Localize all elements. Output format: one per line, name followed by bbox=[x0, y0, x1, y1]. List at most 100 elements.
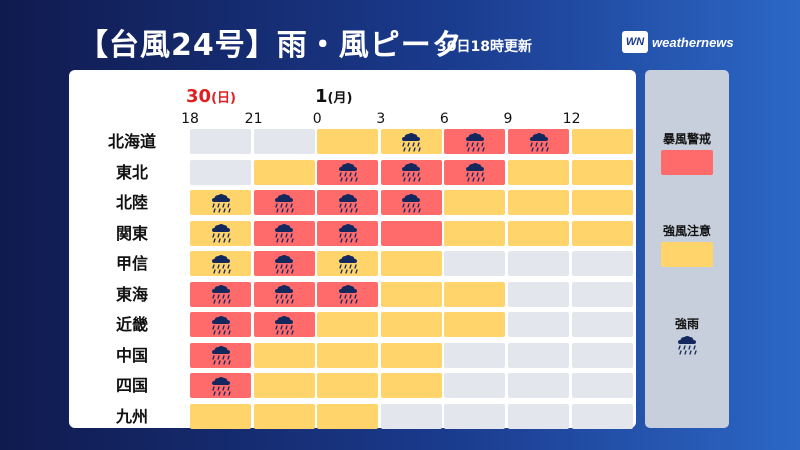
forecast-cell bbox=[508, 159, 569, 185]
forecast-cell bbox=[253, 129, 315, 154]
forecast-cell bbox=[380, 159, 442, 185]
forecast-cell bbox=[571, 312, 633, 337]
heavy-rain-icon bbox=[272, 314, 296, 336]
forecast-cell bbox=[317, 342, 379, 368]
day-number: 30 bbox=[186, 86, 212, 107]
forecast-cell bbox=[317, 281, 379, 307]
forecast-cell bbox=[508, 342, 569, 368]
forecast-cell bbox=[571, 220, 633, 246]
forecast-cell bbox=[190, 342, 251, 368]
heavy-rain-icon bbox=[272, 192, 296, 214]
heavy-rain-icon bbox=[272, 222, 296, 244]
heavy-rain-icon bbox=[399, 161, 423, 183]
heavy-rain-icon bbox=[209, 344, 233, 366]
day-weekday: (月) bbox=[327, 91, 353, 106]
forecast-cell bbox=[317, 373, 379, 398]
heavy-rain-icon bbox=[527, 131, 551, 153]
forecast-cell bbox=[508, 373, 569, 398]
update-time: 30日18時更新 bbox=[437, 39, 532, 55]
region-label: 関東 bbox=[115, 223, 148, 243]
heavy-rain-icon bbox=[336, 161, 360, 183]
forecast-cell bbox=[317, 403, 379, 429]
forecast-cell bbox=[190, 403, 251, 429]
region-label: 中国 bbox=[115, 345, 148, 365]
forecast-cell bbox=[380, 251, 442, 276]
forecast-cell bbox=[190, 220, 251, 246]
heavy-rain-icon bbox=[336, 192, 360, 214]
forecast-cell bbox=[508, 220, 569, 246]
forecast-cell bbox=[253, 403, 315, 429]
forecast-cell bbox=[571, 403, 633, 429]
day-weekday: (日) bbox=[211, 91, 236, 106]
heavy-rain-icon bbox=[336, 222, 360, 244]
forecast-cell bbox=[508, 251, 569, 276]
heavy-rain-icon bbox=[272, 253, 296, 275]
logo-text: weathernews bbox=[652, 34, 734, 50]
legend-storm-swatch bbox=[661, 150, 713, 175]
forecast-cell bbox=[317, 190, 379, 215]
hour-label: 9 bbox=[503, 111, 513, 127]
forecast-cell bbox=[380, 403, 442, 429]
forecast-cell bbox=[190, 159, 251, 185]
region-label: 東北 bbox=[115, 162, 148, 182]
heavy-rain-icon bbox=[399, 131, 423, 153]
forecast-cell bbox=[571, 373, 633, 398]
forecast-cell bbox=[253, 251, 315, 276]
region-label: 四国 bbox=[115, 376, 148, 395]
forecast-cell bbox=[253, 190, 315, 215]
hour-label: 0 bbox=[312, 111, 322, 127]
legend-rain-label: 強雨 bbox=[674, 317, 699, 331]
forecast-cell bbox=[253, 312, 315, 337]
heavy-rain-icon bbox=[675, 334, 699, 356]
forecast-cell bbox=[253, 281, 315, 307]
heavy-rain-icon bbox=[209, 192, 233, 214]
heavy-rain-icon bbox=[209, 375, 233, 397]
forecast-cell bbox=[317, 251, 379, 276]
region-label: 近畿 bbox=[115, 315, 148, 334]
forecast-cell bbox=[444, 159, 506, 185]
heavy-rain-icon bbox=[209, 253, 233, 275]
forecast-cell bbox=[444, 129, 506, 154]
heavy-rain-icon bbox=[399, 192, 423, 214]
heavy-rain-icon bbox=[272, 283, 296, 305]
heavy-rain-icon bbox=[336, 253, 360, 275]
page-title: 【台風24号】雨・風ピーク bbox=[78, 28, 463, 63]
legend-storm-label: 暴風警戒 bbox=[662, 132, 711, 146]
heavy-rain-icon bbox=[209, 283, 233, 305]
forecast-cell bbox=[317, 312, 379, 337]
forecast-cell bbox=[190, 373, 251, 398]
hour-label: 3 bbox=[376, 111, 386, 127]
heavy-rain-icon bbox=[463, 131, 487, 153]
forecast-cell bbox=[380, 373, 442, 398]
forecast-cell bbox=[190, 190, 251, 215]
forecast-cell bbox=[380, 342, 442, 368]
day-label-1: 1(月) bbox=[315, 86, 352, 107]
forecast-cell bbox=[380, 220, 442, 246]
forecast-cell bbox=[571, 251, 633, 276]
legend-gale-swatch bbox=[661, 242, 713, 267]
forecast-cell bbox=[380, 281, 442, 307]
forecast-cell bbox=[571, 129, 633, 154]
forecast-cell bbox=[380, 312, 442, 337]
forecast-cell bbox=[253, 342, 315, 368]
forecast-cell bbox=[190, 281, 251, 307]
region-label: 北陸 bbox=[115, 193, 148, 212]
forecast-cell bbox=[444, 190, 506, 215]
forecast-cell bbox=[444, 312, 506, 337]
forecast-cell bbox=[253, 220, 315, 246]
day-number: 1 bbox=[315, 86, 328, 107]
forecast-cell bbox=[508, 312, 569, 337]
forecast-cell bbox=[571, 190, 633, 215]
hour-label: 12 bbox=[562, 111, 581, 127]
forecast-cell bbox=[317, 129, 379, 154]
region-label: 北海道 bbox=[107, 132, 156, 151]
region-label: 東海 bbox=[115, 284, 148, 304]
forecast-cell bbox=[380, 129, 442, 154]
forecast-cell bbox=[444, 403, 506, 429]
forecast-cell bbox=[444, 373, 506, 398]
day-label-30: 30(日) bbox=[186, 86, 236, 107]
logo-mark-icon: WN bbox=[622, 31, 648, 53]
forecast-cell bbox=[444, 281, 506, 307]
region-label: 甲信 bbox=[115, 254, 148, 273]
heavy-rain-icon bbox=[336, 283, 360, 305]
